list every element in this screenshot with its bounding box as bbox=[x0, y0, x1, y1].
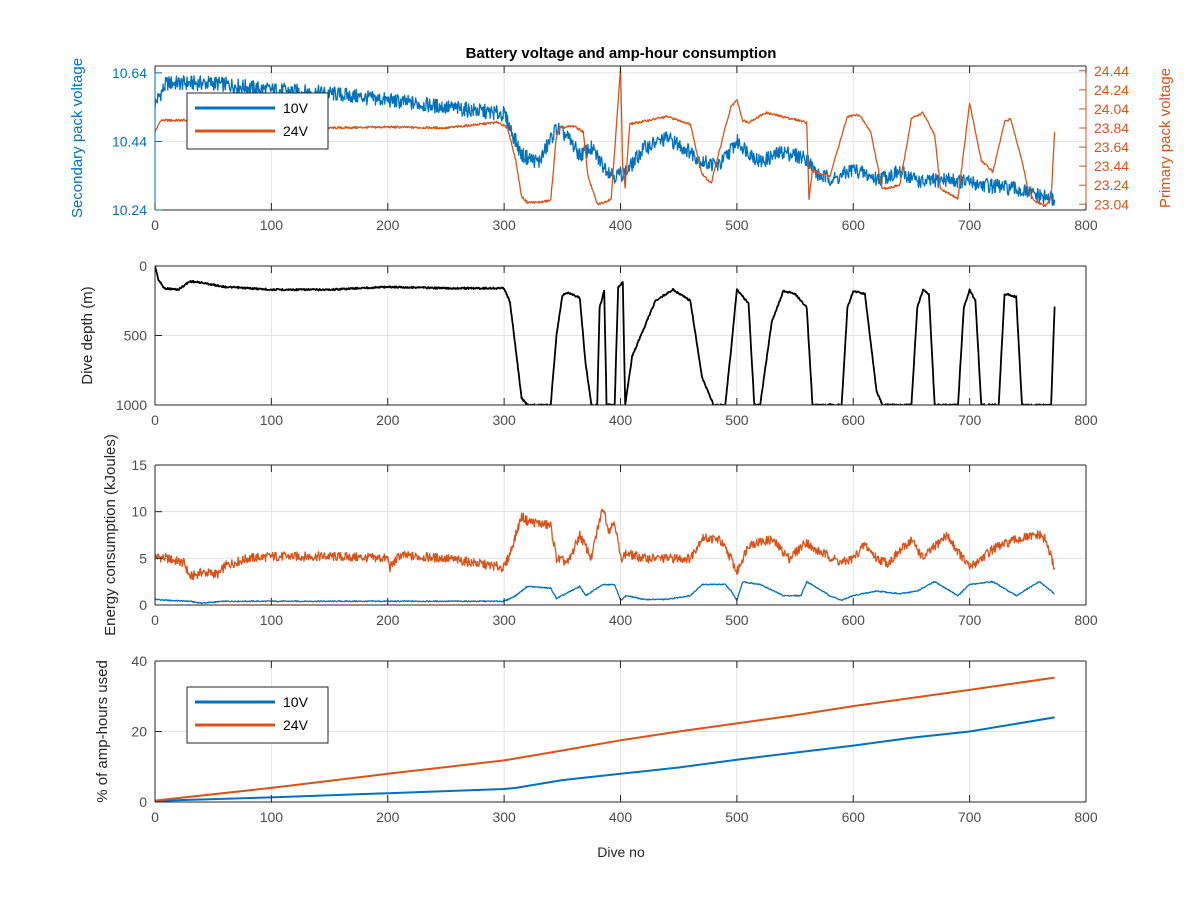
x-tick-label: 200 bbox=[376, 809, 400, 825]
panel-depth: 0 100 200 300 400 500 600 700 800 0 500 1000 Dive de… bbox=[79, 258, 1098, 428]
y-tick-label: 5 bbox=[139, 550, 147, 566]
y-right-tick-label: 23.64 bbox=[1094, 139, 1129, 155]
y-right-tick-label: 24.44 bbox=[1094, 63, 1129, 79]
legend-label-24v: 24V bbox=[283, 717, 309, 733]
chart-panels: 0 100 200 300 400 500 600 700 80010.2410.4410.64… bbox=[69, 58, 1174, 825]
y-axis-label: Secondary pack voltage bbox=[69, 58, 86, 218]
x-tick-label: 500 bbox=[725, 217, 749, 233]
series-line-10v bbox=[155, 580, 1055, 605]
x-tick-label: 600 bbox=[842, 412, 866, 428]
y-tick-label: 0 bbox=[139, 258, 147, 274]
x-tick-label: 200 bbox=[376, 217, 400, 233]
x-tick-label: 800 bbox=[1074, 412, 1098, 428]
x-axis-label: Dive no bbox=[597, 844, 645, 860]
legend-box bbox=[186, 92, 329, 150]
legend-box bbox=[186, 686, 329, 744]
chart-title: Battery voltage and amp-hour consumption bbox=[466, 45, 777, 62]
x-tick-label: 400 bbox=[609, 809, 633, 825]
y-right-tick-label: 24.04 bbox=[1094, 101, 1129, 117]
y-tick-label: 0 bbox=[139, 597, 147, 613]
legend-label-10v: 10V bbox=[283, 100, 309, 116]
series-line-24v bbox=[155, 508, 1056, 581]
x-tick-label: 0 bbox=[151, 809, 159, 825]
x-tick-label: 500 bbox=[725, 412, 749, 428]
x-tick-label: 600 bbox=[842, 217, 866, 233]
x-tick-label: 500 bbox=[725, 809, 749, 825]
x-tick-label: 200 bbox=[376, 612, 400, 628]
x-tick-label: 0 bbox=[151, 612, 159, 628]
x-tick-label: 400 bbox=[609, 612, 633, 628]
x-tick-label: 300 bbox=[492, 809, 516, 825]
x-tick-label: 100 bbox=[260, 217, 284, 233]
y-tick-label: 0 bbox=[139, 794, 147, 810]
y-tick-label: 1000 bbox=[116, 397, 147, 413]
x-tick-label: 300 bbox=[492, 612, 516, 628]
legend-label-24v: 24V bbox=[283, 123, 309, 139]
x-tick-label: 700 bbox=[958, 809, 982, 825]
y-right-tick-label: 23.24 bbox=[1094, 177, 1129, 193]
series-line-10v bbox=[155, 716, 1055, 802]
panel-amphours: 0 100 200 300 400 500 600 700 800 0 20 40 % of amp-h… bbox=[94, 653, 1098, 825]
series-group bbox=[155, 508, 1056, 605]
series-group bbox=[155, 676, 1055, 802]
y-axis-label: Energy consumption (kJoules) bbox=[102, 434, 119, 636]
y-tick-label: 500 bbox=[124, 328, 148, 344]
x-tick-label: 0 bbox=[151, 217, 159, 233]
x-tick-label: 600 bbox=[842, 612, 866, 628]
y-tick-label: 10.44 bbox=[112, 133, 147, 149]
x-tick-label: 600 bbox=[842, 809, 866, 825]
x-tick-label: 100 bbox=[260, 412, 284, 428]
panel-voltage: 0 100 200 300 400 500 600 700 800 10.24 10.44 10.64… bbox=[69, 58, 1174, 233]
y-right-tick-label: 23.04 bbox=[1094, 196, 1129, 212]
x-tick-label: 400 bbox=[609, 412, 633, 428]
panel-energy: 0 100 200 300 400 500 600 700 800 0 5 10 15 Energy co… bbox=[102, 434, 1098, 636]
legend-label-10v: 10V bbox=[283, 694, 309, 710]
y-right-tick-label: 24.24 bbox=[1094, 82, 1129, 98]
x-tick-label: 800 bbox=[1074, 809, 1098, 825]
x-tick-label: 700 bbox=[958, 612, 982, 628]
y-tick-label: 15 bbox=[131, 457, 147, 473]
x-tick-label: 800 bbox=[1074, 217, 1098, 233]
y-tick-label: 10.24 bbox=[112, 202, 147, 218]
x-tick-label: 0 bbox=[151, 412, 159, 428]
y-tick-label: 40 bbox=[131, 653, 147, 669]
y-right-tick-label: 23.44 bbox=[1094, 158, 1129, 174]
x-tick-label: 400 bbox=[609, 217, 633, 233]
y-axis-label-right: Primary pack voltage bbox=[1157, 68, 1174, 208]
x-tick-label: 700 bbox=[958, 217, 982, 233]
y-tick-label: 10 bbox=[131, 504, 147, 520]
x-tick-label: 300 bbox=[492, 217, 516, 233]
y-axis-label: Dive depth (m) bbox=[79, 286, 96, 384]
y-right-tick-label: 23.84 bbox=[1094, 120, 1129, 136]
y-tick-label: 20 bbox=[131, 724, 147, 740]
y-axis-label: % of amp-hours used bbox=[94, 660, 111, 803]
x-tick-label: 100 bbox=[260, 612, 284, 628]
x-tick-label: 500 bbox=[725, 612, 749, 628]
x-tick-label: 200 bbox=[376, 412, 400, 428]
x-tick-label: 700 bbox=[958, 412, 982, 428]
x-tick-label: 300 bbox=[492, 412, 516, 428]
y-tick-label: 10.64 bbox=[112, 65, 147, 81]
x-tick-label: 100 bbox=[260, 809, 284, 825]
series-line-10v bbox=[155, 75, 1056, 207]
series-line-24v bbox=[155, 676, 1055, 802]
x-tick-label: 800 bbox=[1074, 612, 1098, 628]
